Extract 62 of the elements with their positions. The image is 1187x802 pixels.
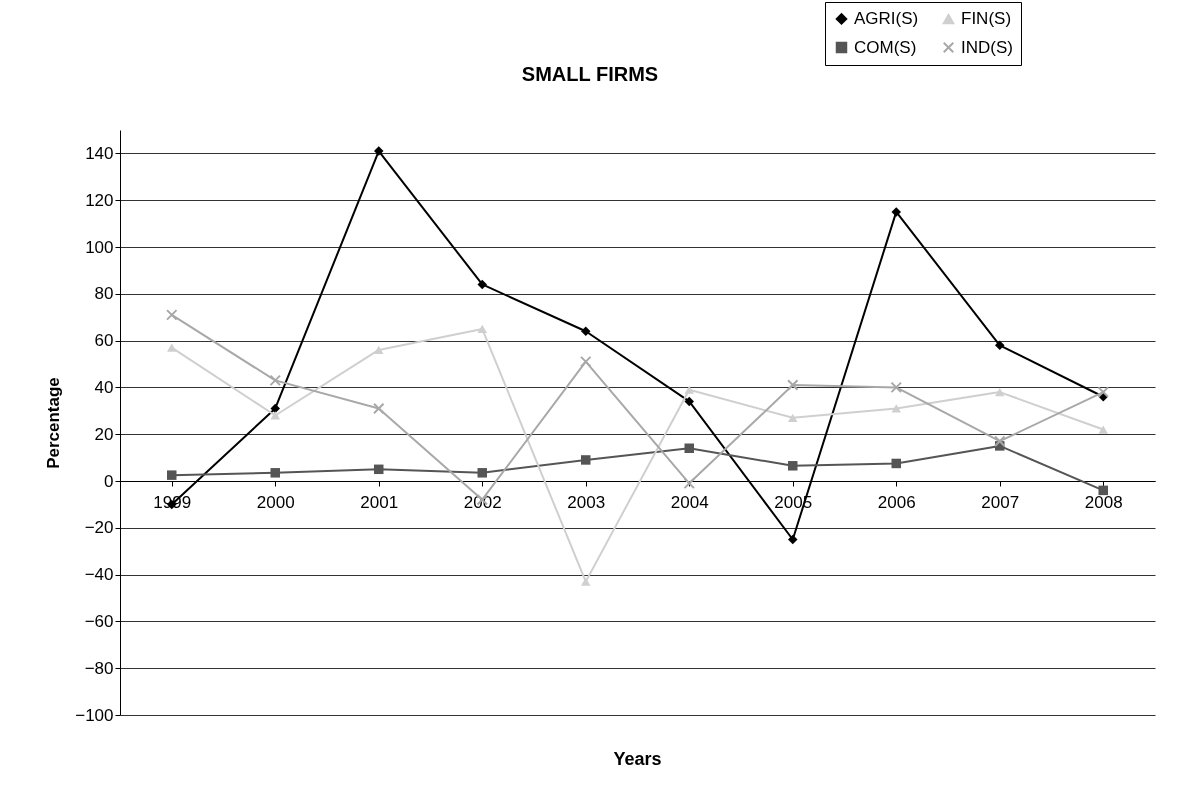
point [167,343,177,352]
y-tick-label: 80 [94,284,114,304]
legend-label: FIN(S) [961,9,1012,29]
point [684,385,694,394]
point [581,326,591,336]
point [995,340,1005,351]
point [1098,425,1108,434]
point [788,534,798,545]
point [684,443,694,453]
point [374,146,384,156]
x-axis-title: Years [613,749,662,769]
point [684,396,694,407]
x-tick-label: 2007 [981,492,1020,512]
point [994,435,1006,447]
point [270,411,280,420]
y-tick-label: 20 [94,424,114,444]
y-tick-label: 100 [85,237,114,257]
legend-label: AGRI(S) [854,8,919,28]
x-tick-label: 2001 [360,492,399,512]
point [166,309,178,321]
point [167,470,177,480]
legend-label: COM(S) [854,37,917,57]
point [683,477,695,490]
point [477,468,487,478]
point [270,403,280,414]
y-tick-label: 0 [104,471,114,491]
point [581,577,591,586]
point [891,207,901,217]
x-tick-label: 2006 [877,492,916,512]
y-tick-label: −60 [84,611,114,631]
y-tick-label: −80 [84,658,114,678]
point [890,381,902,394]
point [477,279,487,290]
x-tick-label: 2004 [670,492,709,512]
y-tick-label: 140 [85,143,114,163]
point [374,464,384,475]
point [1098,485,1108,496]
point [373,402,385,415]
y-axis-title: Percentage [44,377,64,469]
y-tick-label: 60 [94,331,114,351]
y-tick-label: 40 [94,377,114,397]
point [581,455,591,465]
point [269,374,281,387]
y-tick-label: 120 [85,190,114,210]
point [374,345,384,355]
point [995,387,1005,397]
point [788,413,798,422]
chart-title: SMALL FIRMS [521,63,659,85]
x-tick-label: 2008 [1084,492,1123,512]
point [477,324,487,334]
y-tick-label: −20 [84,518,114,538]
point [270,468,280,478]
x-tick-label: 2003 [567,492,606,512]
point [891,404,901,413]
point [891,458,901,469]
y-tick-label: −100 [75,705,114,725]
y-tick-label: −40 [84,565,114,585]
x-tick-label: 2000 [256,492,295,512]
legend-label: IND(S) [961,37,1013,57]
point [1097,386,1109,398]
point [787,379,799,391]
point [788,461,798,471]
